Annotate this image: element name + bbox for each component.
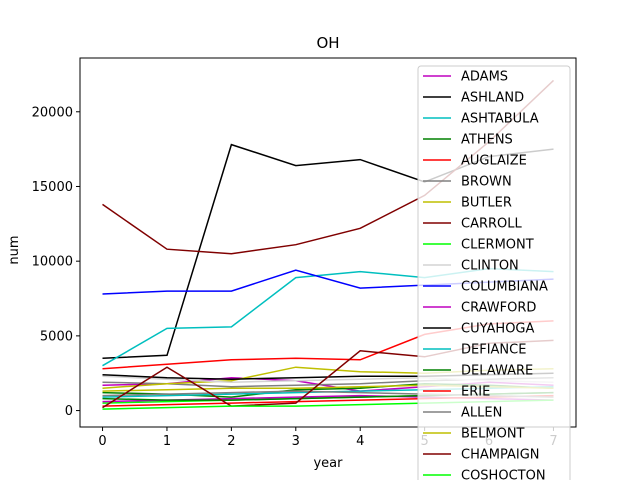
legend-entry: COSHOCTON — [461, 469, 546, 480]
x-tick-label: 1 — [163, 434, 171, 449]
y-tick-label: 20000 — [32, 105, 73, 120]
legend-entry: BELMONT — [461, 427, 525, 442]
y-axis: 0 5000 10000 15000 20000 — [32, 105, 80, 419]
x-tick-label: 2 — [227, 434, 235, 449]
legend-box — [417, 65, 571, 480]
x-axis-label: year — [313, 456, 343, 471]
y-axis-label: num — [7, 235, 22, 264]
legend-entry: ATHENS — [461, 133, 513, 148]
legend-entry: ADAMS — [461, 70, 508, 85]
legend-entry: CLINTON — [461, 259, 519, 274]
legend-entry: COLUMBIANA — [461, 280, 548, 295]
y-tick-label: 10000 — [32, 255, 73, 270]
legend-entry: CUYAHOGA — [461, 322, 534, 337]
x-tick-label: 3 — [292, 434, 300, 449]
legend-entry: ERIE — [461, 385, 490, 400]
legend-entry: DEFIANCE — [461, 343, 526, 358]
y-tick-label: 0 — [65, 404, 73, 419]
legend-entry: ASHLAND — [461, 91, 524, 106]
legend-entry: AUGLAIZE — [461, 154, 527, 169]
legend: ADAMS ASHLAND ASHTABULA ATHENS AUGLAIZE BROWN… — [417, 65, 571, 480]
chart-title: OH — [316, 34, 339, 52]
legend-entry: CARROLL — [461, 217, 523, 232]
legend-entry: ALLEN — [461, 406, 502, 421]
legend-entry: CHAMPAIGN — [461, 448, 540, 463]
legend-entry: DELAWARE — [461, 364, 533, 379]
y-tick-label: 15000 — [32, 180, 73, 195]
plot-frame — [79, 57, 577, 428]
legend-entry: ASHTABULA — [461, 112, 539, 127]
x-tick-label: 4 — [356, 434, 364, 449]
y-tick-label: 5000 — [40, 329, 73, 344]
legend-entry: BROWN — [461, 175, 512, 190]
legend-entry: CLERMONT — [461, 238, 534, 253]
x-tick-label: 0 — [98, 434, 106, 449]
legend-entry: CRAWFORD — [461, 301, 536, 316]
legend-entry: BUTLER — [461, 196, 512, 211]
